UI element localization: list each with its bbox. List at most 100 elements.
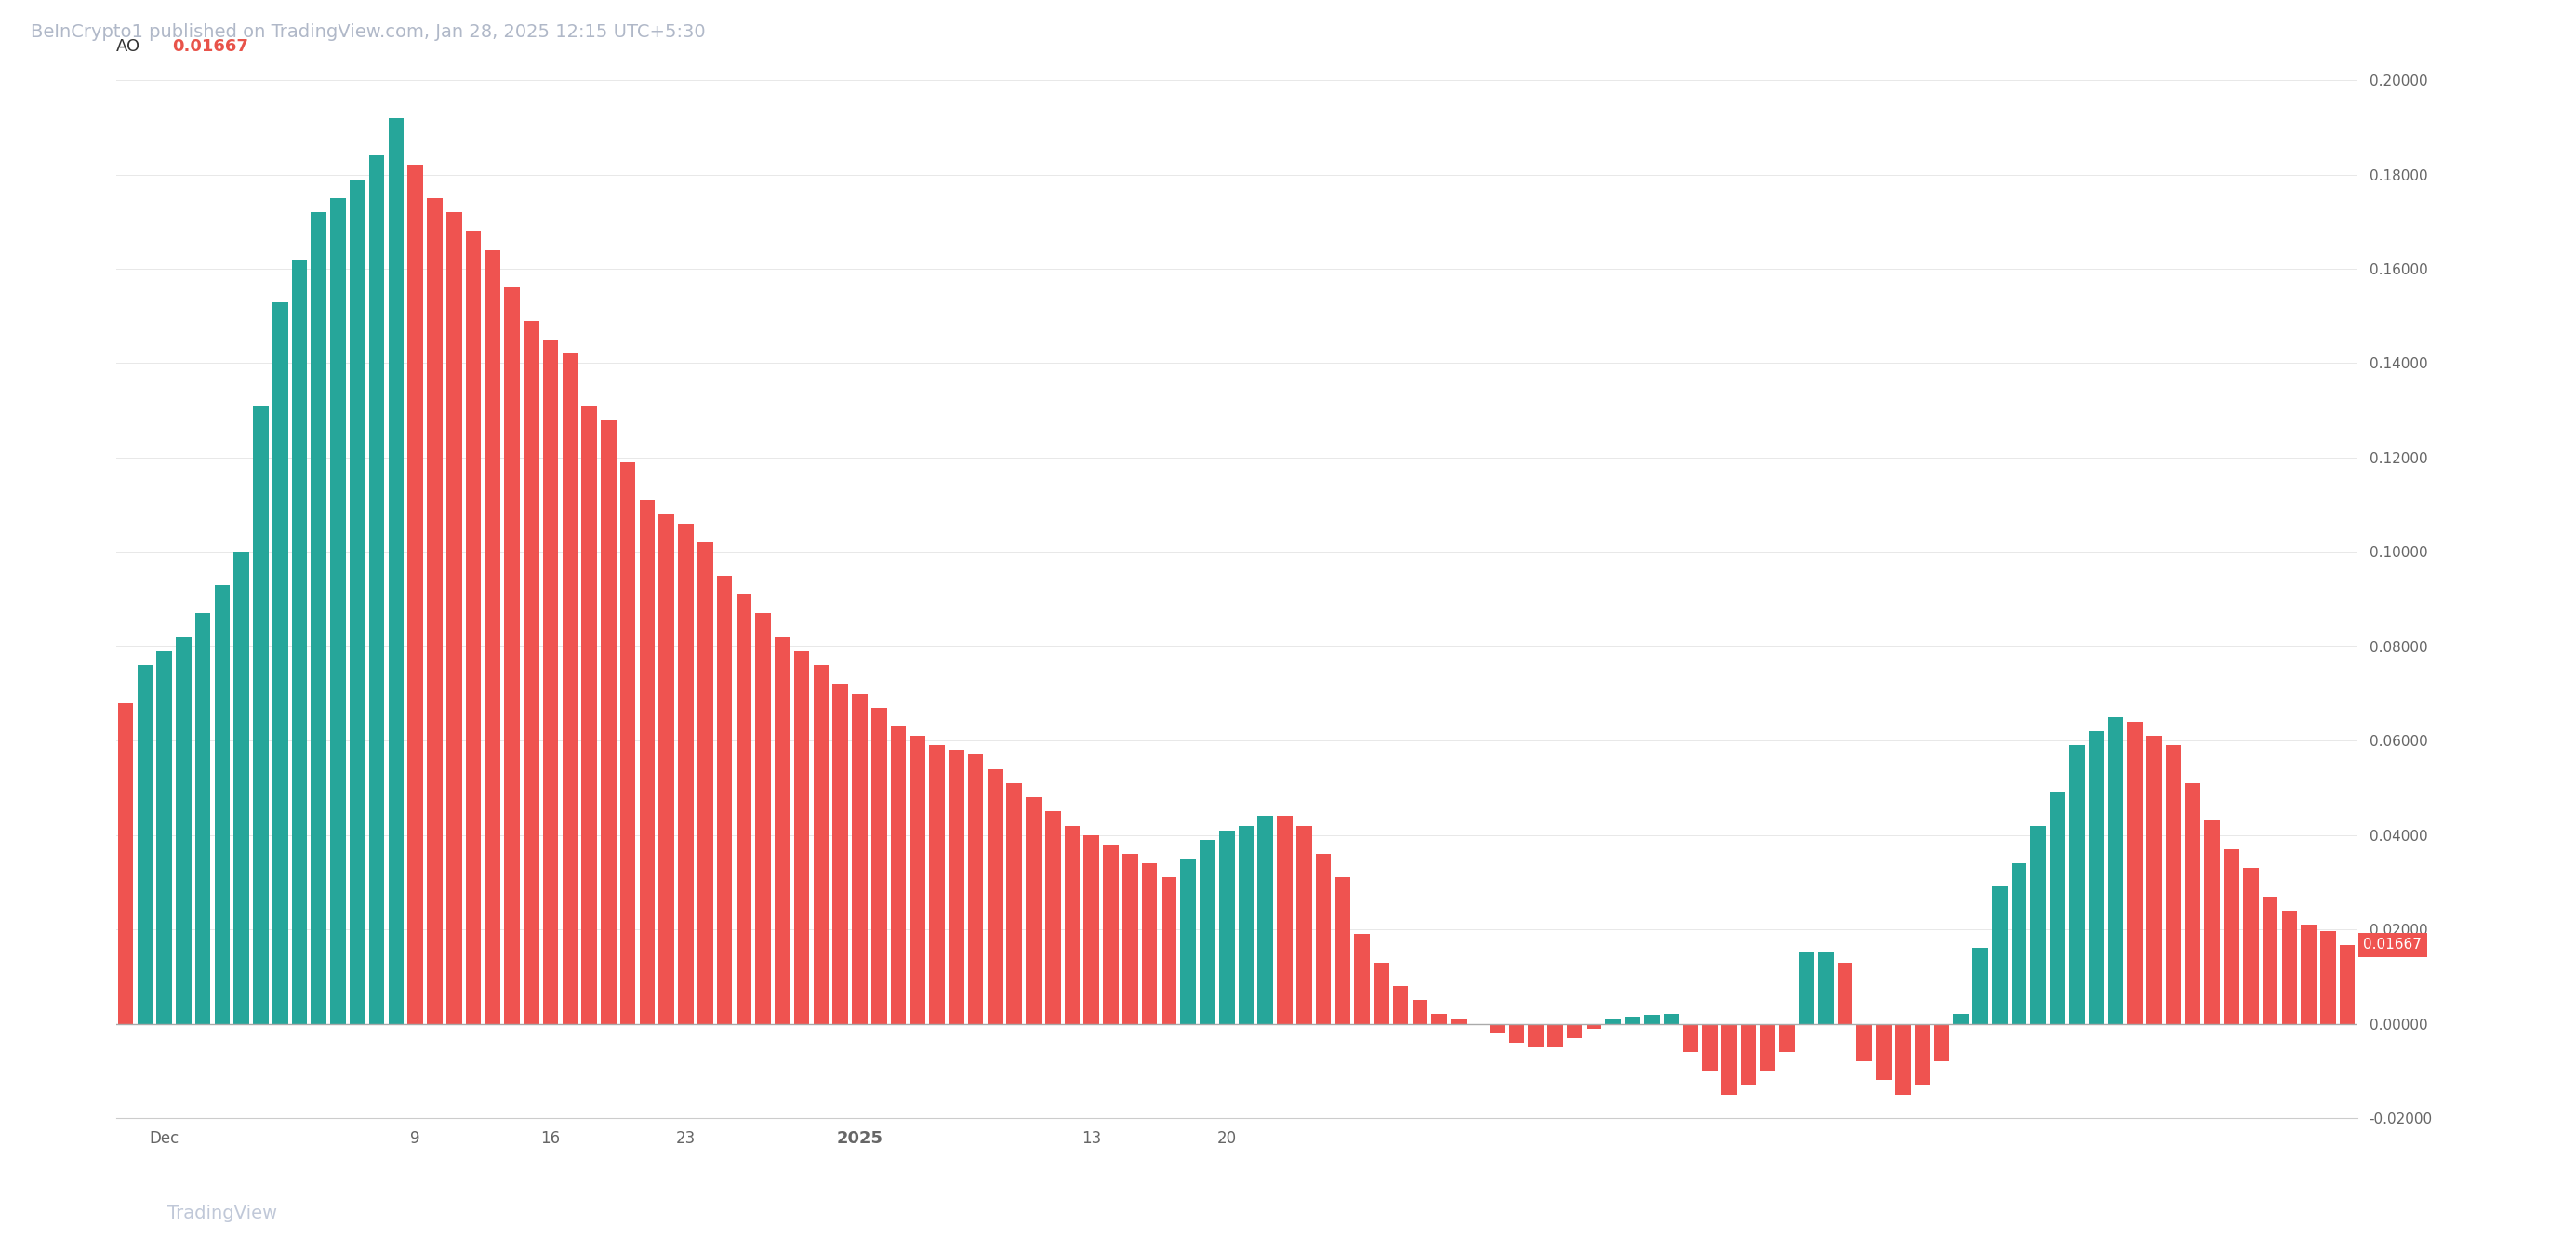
Bar (2300, 925, 2316, 1024)
Bar (2321, 930, 2336, 1024)
Bar (1103, 844, 1118, 1024)
Bar (871, 707, 886, 1024)
Bar (1489, 1024, 1504, 1033)
Bar (853, 694, 868, 1024)
Bar (1180, 859, 1195, 1024)
Bar (1432, 1014, 1448, 1024)
Bar (175, 637, 191, 1024)
Bar (330, 198, 345, 1024)
Bar (1857, 1024, 1873, 1062)
Bar (59, 1202, 80, 1234)
Bar (600, 419, 616, 1024)
Bar (1007, 782, 1023, 1024)
Bar (1896, 1024, 1911, 1094)
Bar (118, 702, 134, 1024)
Bar (639, 500, 654, 1024)
Bar (2282, 910, 2298, 1024)
Bar (1394, 985, 1409, 1024)
Bar (2244, 868, 2259, 1024)
Bar (446, 213, 461, 1024)
Bar (1355, 934, 1370, 1024)
Bar (350, 179, 366, 1024)
Bar (2223, 849, 2239, 1024)
Bar (1837, 963, 1852, 1024)
Bar (1682, 1024, 1698, 1052)
Bar (1643, 1015, 1659, 1024)
Bar (2012, 864, 2027, 1024)
Bar (116, 1202, 137, 1234)
Bar (891, 726, 907, 1024)
Bar (832, 684, 848, 1024)
Bar (2030, 825, 2045, 1024)
Bar (1953, 1014, 1968, 1024)
Bar (428, 198, 443, 1024)
Bar (716, 576, 732, 1024)
Bar (737, 595, 752, 1024)
Bar (466, 232, 482, 1024)
Bar (2050, 793, 2066, 1024)
Bar (1257, 816, 1273, 1024)
Bar (1278, 816, 1293, 1024)
Bar (909, 736, 925, 1024)
Bar (2069, 745, 2084, 1024)
Bar (88, 1198, 108, 1241)
Bar (621, 462, 636, 1024)
Bar (252, 406, 268, 1024)
Bar (312, 213, 327, 1024)
Bar (755, 613, 770, 1024)
Bar (1741, 1024, 1757, 1085)
Bar (1373, 963, 1388, 1024)
Text: BeInCrypto1 published on TradingView.com, Jan 28, 2025 12:15 UTC+5:30: BeInCrypto1 published on TradingView.com… (31, 24, 706, 41)
Bar (1528, 1024, 1543, 1047)
Bar (1587, 1024, 1602, 1028)
Bar (1316, 854, 1332, 1024)
Bar (273, 302, 289, 1024)
Bar (1780, 1024, 1795, 1052)
Bar (1914, 1024, 1929, 1085)
Bar (1605, 1019, 1620, 1024)
Bar (1141, 864, 1157, 1024)
Bar (2107, 717, 2123, 1024)
Bar (698, 542, 714, 1024)
Bar (969, 755, 984, 1024)
Bar (1703, 1024, 1718, 1070)
Bar (1450, 1019, 1466, 1024)
Bar (144, 1207, 165, 1229)
Bar (157, 651, 173, 1024)
Bar (368, 155, 384, 1024)
Bar (562, 354, 577, 1024)
Bar (1798, 953, 1814, 1024)
Bar (2128, 721, 2143, 1024)
Bar (1239, 825, 1255, 1024)
Bar (523, 321, 538, 1024)
Bar (582, 406, 598, 1024)
Bar (1625, 1017, 1641, 1024)
Bar (2339, 945, 2354, 1024)
Bar (677, 523, 693, 1024)
Bar (484, 250, 500, 1024)
Bar (2166, 745, 2182, 1024)
Bar (2146, 736, 2161, 1024)
Bar (1664, 1014, 1680, 1024)
Bar (814, 665, 829, 1024)
Bar (1819, 953, 1834, 1024)
Bar (930, 745, 945, 1024)
Bar (505, 288, 520, 1024)
Bar (1334, 878, 1350, 1024)
Bar (948, 750, 963, 1024)
Bar (775, 637, 791, 1024)
Bar (1123, 854, 1139, 1024)
Text: 0.01667: 0.01667 (173, 39, 250, 55)
Bar (1875, 1024, 1891, 1080)
Bar (1200, 840, 1216, 1024)
Bar (1064, 825, 1079, 1024)
Bar (2262, 896, 2277, 1024)
Bar (1510, 1024, 1525, 1043)
Bar (793, 651, 809, 1024)
Bar (1296, 825, 1311, 1024)
Bar (196, 613, 211, 1024)
Bar (234, 552, 250, 1024)
Bar (987, 769, 1002, 1024)
Bar (31, 1207, 52, 1229)
Bar (1412, 1000, 1427, 1024)
